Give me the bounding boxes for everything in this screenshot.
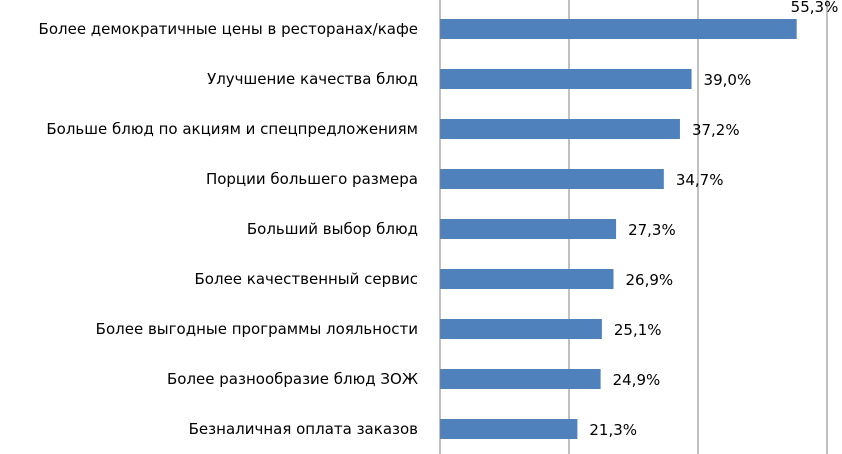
bar-2 — [440, 69, 692, 89]
value-label-2: 39,0% — [704, 71, 752, 89]
bar-9 — [440, 419, 578, 439]
value-label-3: 37,2% — [692, 121, 740, 139]
value-label-8: 24,9% — [613, 371, 661, 389]
bars — [440, 19, 797, 439]
bar-3 — [440, 119, 680, 139]
category-label-4: Порции большего размера — [206, 170, 418, 188]
value-label-6: 26,9% — [626, 271, 674, 289]
value-label-7: 25,1% — [614, 321, 662, 339]
value-label-9: 21,3% — [589, 421, 637, 439]
bar-6 — [440, 269, 614, 289]
category-label-5: Больший выбор блюд — [247, 220, 418, 238]
bar-1 — [440, 19, 797, 39]
category-label-8: Более разнообразие блюд ЗОЖ — [167, 370, 418, 388]
value-label-5: 27,3% — [628, 221, 676, 239]
bar-8 — [440, 369, 601, 389]
category-label-2: Улучшение качества блюд — [207, 70, 418, 88]
value-label-1: 55,3% — [791, 0, 839, 16]
value-label-4: 34,7% — [676, 171, 724, 189]
bar-4 — [440, 169, 664, 189]
category-label-3: Больше блюд по акциям и спецпредложениям — [46, 120, 418, 138]
bar-7 — [440, 319, 602, 339]
category-label-6: Более качественный сервис — [195, 270, 418, 288]
value-labels: 55,3% 39,0% 37,2% 34,7% 27,3% 26,9% 25,1% 24,9%… — [589, 0, 838, 439]
category-labels: Более демократичные цены в ресторанах/ка… — [39, 20, 418, 438]
category-label-7: Более выгодные программы лояльности — [96, 320, 418, 338]
bar-5 — [440, 219, 617, 239]
category-label-9: Безналичная оплата заказов — [189, 420, 418, 438]
category-label-1: Более демократичные цены в ресторанах/ка… — [39, 20, 418, 38]
